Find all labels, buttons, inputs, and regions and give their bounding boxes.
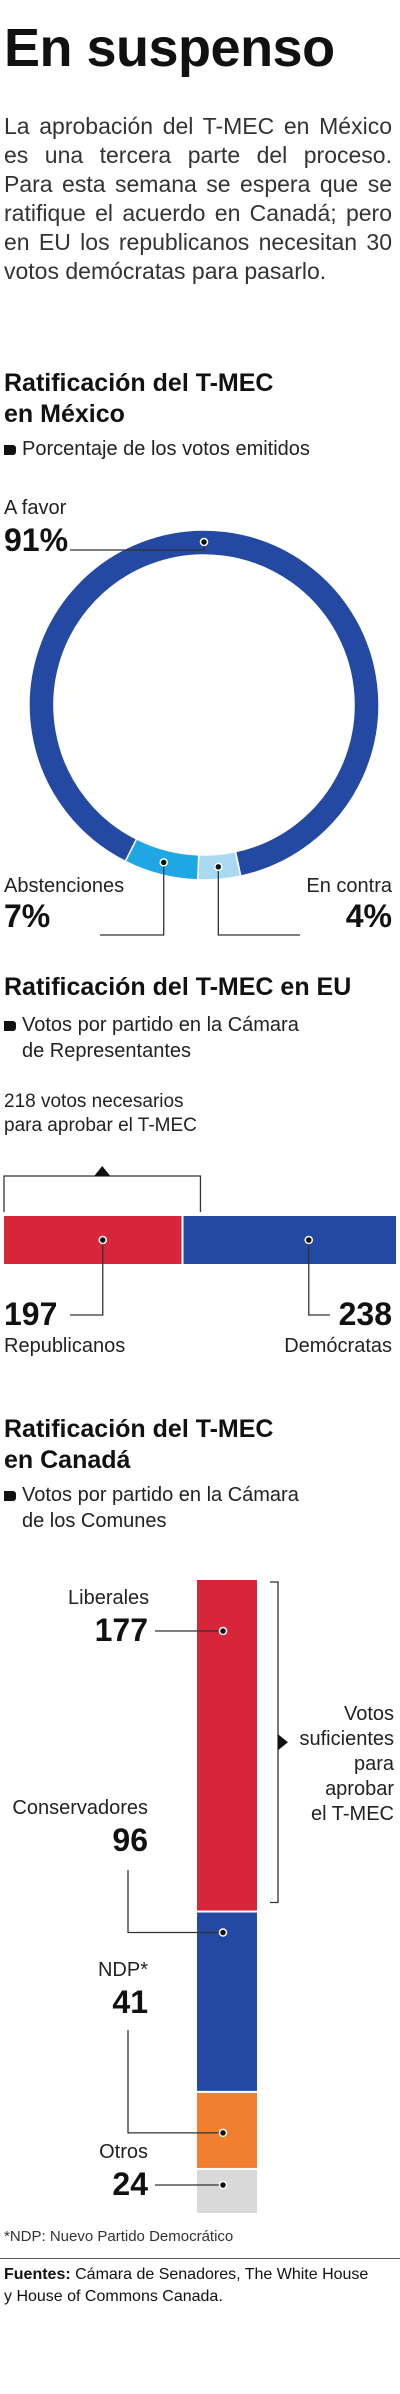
eu-threshold-line1: 218 votos necesarios bbox=[4, 1091, 184, 1112]
divider bbox=[0, 2258, 400, 2259]
canada-bracket-annotation: Votos suficientes para aprobar el T-MEC bbox=[298, 1702, 395, 1827]
ndp-leader-line bbox=[127, 2030, 223, 2134]
page-title: En suspenso bbox=[4, 18, 335, 78]
footnote: *NDP: Nuevo Partido Democrático bbox=[4, 2228, 234, 2245]
canada-heading-line2: en Canadá bbox=[4, 1446, 131, 1474]
ndp-label: NDP* bbox=[97, 1959, 148, 1981]
eu-bar-chart bbox=[3, 1166, 396, 1316]
subtitle-marker-icon bbox=[4, 1020, 16, 1031]
bracket-line1: Votos bbox=[343, 1703, 394, 1725]
conservadores-label: Conservadores bbox=[12, 1797, 148, 1819]
republican-label: Republicanos bbox=[4, 1335, 126, 1357]
otros-label: Otros bbox=[99, 2141, 148, 2163]
republican-bar bbox=[4, 1216, 182, 1264]
conservadores-dot bbox=[218, 1928, 228, 1937]
liberales-bar bbox=[197, 1580, 257, 1911]
bracket-line5: el T-MEC bbox=[311, 1803, 394, 1825]
mexico-heading-line2: en México bbox=[4, 400, 125, 428]
sources-line1: Fuentes: Cámara de Senadores, The White … bbox=[4, 2264, 368, 2286]
mexico-heading: Ratificación del T-MEC en México bbox=[4, 368, 394, 430]
liberales-label: Liberales bbox=[68, 1587, 150, 1609]
favor-slice bbox=[28, 529, 380, 877]
canada-subtitle: Votos por partido en la Cámara de los Co… bbox=[4, 1482, 299, 1534]
sources-label: Fuentes: bbox=[4, 2266, 71, 2283]
subtitle-marker-icon bbox=[4, 444, 16, 455]
subtitle-marker-icon bbox=[4, 1490, 16, 1501]
sources-text2: y House of Commons Canada. bbox=[4, 2288, 223, 2305]
contra-dot bbox=[214, 862, 223, 872]
canada-bracket bbox=[270, 1581, 279, 1904]
canada-subtitle-text1: Votos por partido en la Cámara bbox=[22, 1484, 299, 1506]
eu-heading: Ratificación del T-MEC en EU bbox=[4, 973, 352, 1001]
democrat-label: Demócratas bbox=[284, 1335, 392, 1357]
democrat-bar bbox=[183, 1216, 396, 1264]
liberales-dot bbox=[218, 1626, 228, 1636]
eu-subtitle: Votos por partido en la Cámara de Repres… bbox=[4, 1012, 299, 1064]
democrat-dot bbox=[304, 1235, 314, 1245]
ndp-bar bbox=[197, 2092, 257, 2168]
abstention-dot bbox=[159, 858, 168, 867]
bracket-line3: para bbox=[353, 1753, 394, 1775]
mexico-heading-line1: Ratificación del T-MEC bbox=[4, 369, 274, 397]
eu-subtitle-line1: Votos por partido en la Cámara bbox=[4, 1012, 299, 1038]
donut-leader-lines bbox=[70, 537, 300, 936]
mexico-subtitle-text: Porcentaje de los votos emitidos bbox=[22, 438, 310, 460]
canada-subtitle-line2: de los Comunes bbox=[22, 1510, 167, 1532]
liberales-value: 177 bbox=[94, 1612, 148, 1648]
contra-label: En contra bbox=[306, 875, 392, 897]
otros-dot bbox=[218, 2180, 228, 2190]
favor-label: A favor bbox=[4, 497, 67, 519]
mexico-donut-chart bbox=[28, 529, 380, 936]
conservadores-leader-line bbox=[127, 1870, 223, 1934]
canada-subtitle-line1: Votos por partido en la Cámara bbox=[4, 1482, 299, 1508]
favor-dot bbox=[199, 537, 209, 547]
democrat-value: 238 bbox=[338, 1296, 392, 1332]
conservadores-bar bbox=[197, 1912, 257, 2091]
sources: Fuentes: Cámara de Senadores, The White … bbox=[4, 2264, 368, 2308]
ndp-dot bbox=[218, 2128, 228, 2138]
mexico-subtitle: Porcentaje de los votos emitidos bbox=[4, 436, 310, 462]
canada-heading-line1: Ratificación del T-MEC bbox=[4, 1415, 274, 1443]
democrat-leader-line bbox=[308, 1240, 330, 1316]
eu-subtitle-line2: de Representantes bbox=[22, 1040, 192, 1062]
eu-threshold-label: 218 votos necesarios para aprobar el T-M… bbox=[4, 1090, 197, 1138]
donut-slices bbox=[28, 529, 380, 881]
contra-value: 4% bbox=[345, 898, 392, 934]
favor-value: 91% bbox=[4, 522, 69, 558]
bracket-line2: suficientes bbox=[299, 1728, 395, 1750]
conservadores-value: 96 bbox=[112, 1822, 148, 1858]
contra-leader-line bbox=[217, 866, 300, 936]
otros-bar bbox=[197, 2169, 257, 2213]
abstention-leader-line bbox=[100, 862, 165, 936]
sources-text1: Cámara de Senadores, The White House bbox=[70, 2266, 369, 2283]
eu-bars bbox=[3, 1166, 396, 1316]
eu-threshold-line2: para aprobar el T-MEC bbox=[4, 1115, 197, 1136]
abstention-label: Abstenciones bbox=[4, 875, 125, 897]
republican-leader-line bbox=[70, 1240, 104, 1316]
bracket-line4: aprobar bbox=[325, 1778, 394, 1800]
eu-subtitle-text1: Votos por partido en la Cámara bbox=[22, 1014, 299, 1036]
abstention-value: 7% bbox=[4, 898, 51, 934]
threshold-arrow-icon bbox=[94, 1166, 111, 1176]
canada-heading: Ratificación del T-MEC en Canadá bbox=[4, 1414, 394, 1476]
canada-bars bbox=[127, 1580, 288, 2213]
ndp-value: 41 bbox=[112, 1984, 148, 2020]
republican-dot bbox=[98, 1235, 108, 1245]
otros-value: 24 bbox=[112, 2166, 148, 2202]
republican-value: 197 bbox=[4, 1296, 58, 1332]
bracket-arrow-icon bbox=[278, 1734, 288, 1751]
intro-paragraph: La aprobación del T-MEC en México es una… bbox=[4, 113, 392, 284]
